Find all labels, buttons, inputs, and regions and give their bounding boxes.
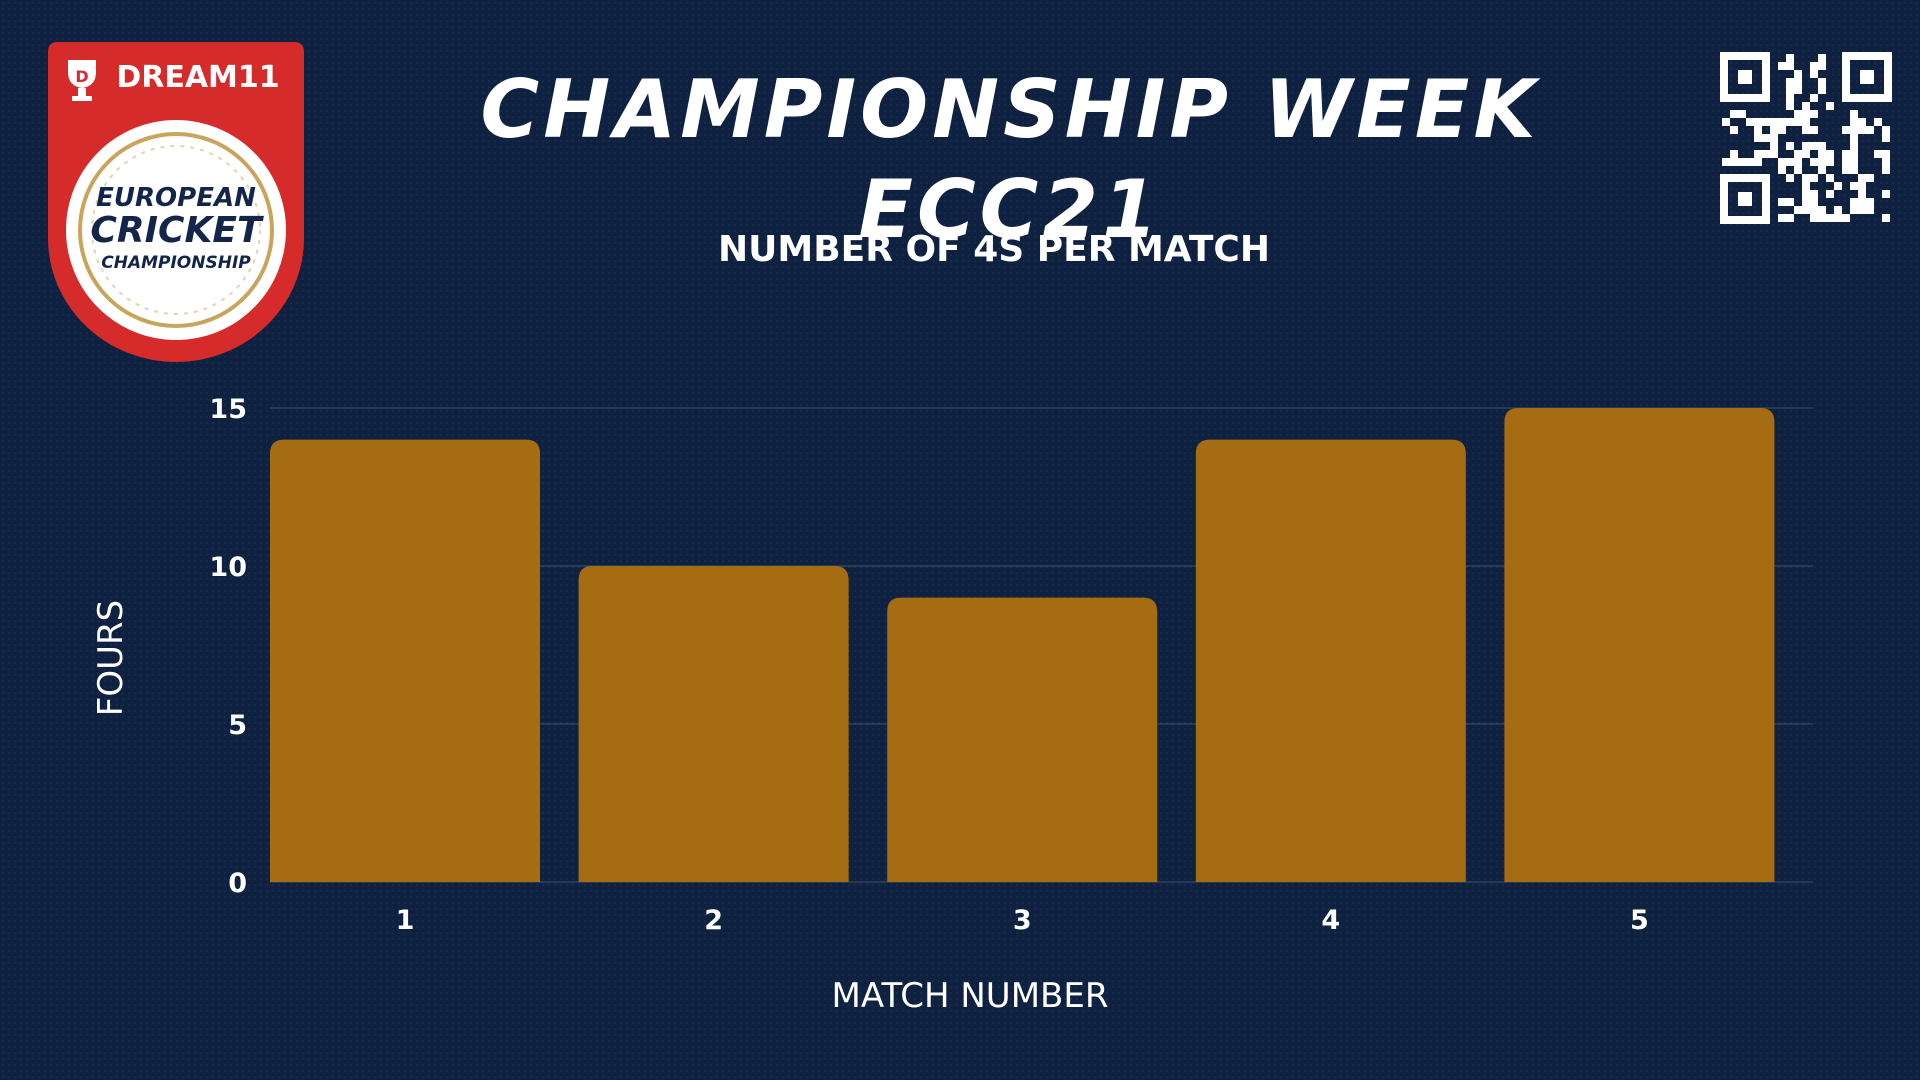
- dream11-brand-text: DREAM11: [116, 60, 279, 95]
- x-axis-label: MATCH NUMBER: [832, 976, 1109, 1016]
- bar-match-1: [270, 439, 541, 882]
- y-tick-label: 10: [209, 552, 247, 583]
- y-axis-label: FOURS: [91, 600, 131, 716]
- x-tick-label: 3: [1013, 905, 1032, 936]
- european-cricket-championship-logo: D DREAM11 EUROPEAN CRICKET CHAMPIONSHIP: [48, 42, 304, 362]
- bar-match-5: [1504, 408, 1775, 882]
- x-tick-label: 5: [1630, 905, 1649, 936]
- y-tick-label: 15: [209, 394, 247, 425]
- logo-line-championship: CHAMPIONSHIP: [101, 253, 251, 273]
- dream11-trophy-icon: D: [68, 60, 96, 101]
- bar-match-3: [887, 597, 1158, 882]
- x-tick-label: 1: [396, 905, 415, 936]
- bar-match-2: [578, 566, 849, 882]
- x-tick-label: 2: [704, 905, 723, 936]
- svg-text:D: D: [75, 67, 88, 86]
- logo-line-european: EUROPEAN: [96, 183, 256, 213]
- cricket-ball-seam-icon: [78, 132, 274, 328]
- bar-match-4: [1195, 439, 1466, 882]
- y-tick-label: 5: [228, 710, 247, 741]
- chart-title: NUMBER OF 4S PER MATCH: [718, 229, 1270, 270]
- y-tick-label: 0: [228, 868, 247, 899]
- page-title: CHAMPIONSHIP WEEK ECC21: [480, 63, 1540, 256]
- qr-code-icon: [1720, 52, 1892, 224]
- x-tick-label: 4: [1321, 905, 1340, 936]
- logo-line-cricket: CRICKET: [91, 210, 264, 251]
